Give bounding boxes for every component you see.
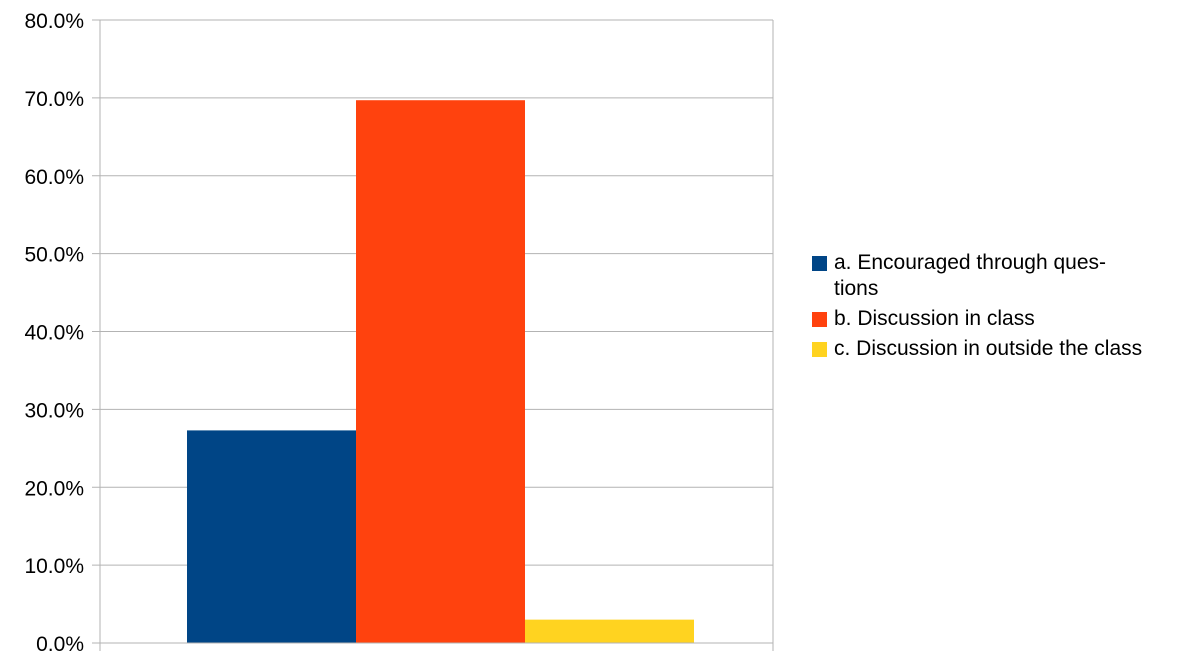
legend-item-a: a. Encouraged through ques- tions bbox=[812, 250, 1172, 302]
legend-label-b: b. Discussion in class bbox=[834, 307, 1035, 330]
y-tick-label: 10.0% bbox=[24, 555, 84, 578]
y-tick-label: 50.0% bbox=[24, 244, 84, 267]
legend: a. Encouraged through ques- tions b. Dis… bbox=[812, 250, 1172, 366]
y-tick-label: 0.0% bbox=[36, 633, 84, 656]
legend-swatch-c bbox=[812, 342, 827, 357]
axes bbox=[99, 20, 774, 651]
y-tick-label: 60.0% bbox=[24, 166, 84, 189]
y-tick-label: 30.0% bbox=[24, 399, 84, 422]
bar-b bbox=[356, 100, 525, 644]
legend-item-b: b. Discussion in class bbox=[812, 306, 1172, 332]
legend-item-c: c. Discussion in outside the class bbox=[812, 336, 1179, 362]
y-tick-labels: 0.0% 10.0% 20.0% 30.0% 40.0% 50.0% 60.0% 70.0% 8… bbox=[24, 10, 84, 656]
legend-swatch-b bbox=[812, 312, 827, 327]
y-tick-label: 80.0% bbox=[24, 10, 84, 33]
bars bbox=[187, 100, 694, 644]
legend-swatch-a bbox=[812, 256, 827, 271]
y-tick-label: 40.0% bbox=[24, 322, 84, 345]
y-tick-label: 20.0% bbox=[24, 477, 84, 500]
bar-a bbox=[187, 430, 356, 643]
legend-label-c: c. Discussion in outside the class bbox=[834, 337, 1143, 360]
legend-label-a: a. Encouraged through ques- tions bbox=[834, 251, 1107, 300]
y-tick-label: 70.0% bbox=[24, 88, 84, 111]
bar-c bbox=[525, 619, 694, 643]
